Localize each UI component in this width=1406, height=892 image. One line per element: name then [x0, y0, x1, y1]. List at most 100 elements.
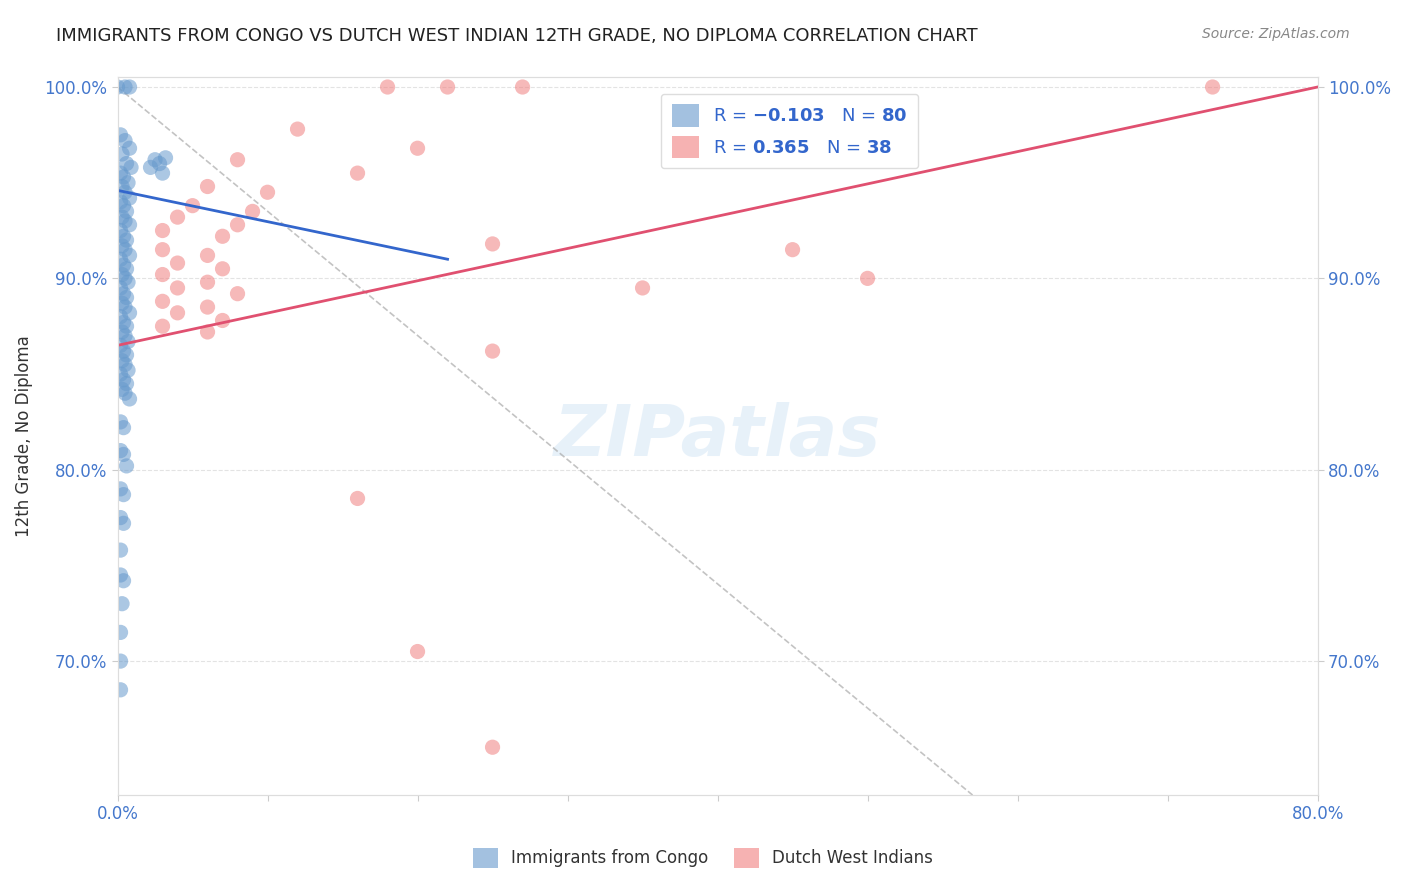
Immigrants from Congo [110, 310, 132, 324]
Dutch West Indians [197, 179, 219, 194]
Immigrants from Congo [111, 383, 134, 397]
Dutch West Indians [166, 306, 188, 320]
Dutch West Indians [166, 210, 188, 224]
Immigrants from Congo [114, 186, 136, 200]
Dutch West Indians [211, 261, 233, 276]
Immigrants from Congo [118, 141, 141, 155]
Immigrants from Congo [111, 179, 134, 194]
Immigrants from Congo [110, 510, 132, 524]
Immigrants from Congo [112, 344, 135, 359]
Immigrants from Congo [114, 214, 136, 228]
Dutch West Indians [197, 275, 219, 289]
Dutch West Indians [166, 281, 188, 295]
Immigrants from Congo [110, 223, 132, 237]
Immigrants from Congo [112, 516, 135, 531]
Immigrants from Congo [115, 319, 138, 334]
Legend: Immigrants from Congo, Dutch West Indians: Immigrants from Congo, Dutch West Indian… [467, 841, 939, 875]
Immigrants from Congo [117, 275, 139, 289]
Dutch West Indians [856, 271, 879, 285]
Immigrants from Congo [118, 248, 141, 262]
Immigrants from Congo [112, 574, 135, 588]
Dutch West Indians [346, 491, 368, 506]
Immigrants from Congo [114, 300, 136, 314]
Immigrants from Congo [110, 543, 132, 558]
Immigrants from Congo [110, 482, 132, 496]
Immigrants from Congo [111, 325, 134, 339]
Immigrants from Congo [115, 233, 138, 247]
Legend: R = $\mathbf{-0.103}$   N = $\mathbf{80}$, R = $\mathbf{0.365}$   N = $\mathbf{3: R = $\mathbf{-0.103}$ N = $\mathbf{80}$,… [661, 94, 918, 169]
Immigrants from Congo [120, 161, 142, 175]
Immigrants from Congo [110, 338, 132, 352]
Dutch West Indians [211, 229, 233, 244]
Immigrants from Congo [110, 443, 132, 458]
Immigrants from Congo [107, 80, 129, 95]
Dutch West Indians [152, 223, 174, 237]
Dutch West Indians [406, 141, 429, 155]
Immigrants from Congo [111, 353, 134, 368]
Immigrants from Congo [143, 153, 166, 167]
Immigrants from Congo [110, 367, 132, 381]
Immigrants from Congo [118, 80, 141, 95]
Dutch West Indians [782, 243, 804, 257]
Dutch West Indians [197, 300, 219, 314]
Immigrants from Congo [111, 597, 134, 611]
Immigrants from Congo [112, 229, 135, 244]
Immigrants from Congo [110, 682, 132, 697]
Immigrants from Congo [114, 386, 136, 401]
Immigrants from Congo [111, 147, 134, 161]
Immigrants from Congo [148, 156, 170, 170]
Dutch West Indians [631, 281, 654, 295]
Dutch West Indians [512, 80, 534, 95]
Dutch West Indians [242, 204, 264, 219]
Dutch West Indians [481, 740, 503, 755]
Immigrants from Congo [110, 128, 132, 142]
Immigrants from Congo [118, 218, 141, 232]
Immigrants from Congo [152, 166, 174, 180]
Immigrants from Congo [118, 392, 141, 406]
Dutch West Indians [152, 294, 174, 309]
Immigrants from Congo [110, 281, 132, 295]
Immigrants from Congo [110, 625, 132, 640]
Dutch West Indians [152, 268, 174, 282]
Immigrants from Congo [115, 261, 138, 276]
Immigrants from Congo [117, 176, 139, 190]
Immigrants from Congo [110, 415, 132, 429]
Immigrants from Congo [112, 488, 135, 502]
Immigrants from Congo [112, 373, 135, 387]
Immigrants from Congo [114, 80, 136, 95]
Dutch West Indians [152, 243, 174, 257]
Immigrants from Congo [115, 458, 138, 473]
Dutch West Indians [226, 286, 249, 301]
Immigrants from Congo [111, 239, 134, 253]
Immigrants from Congo [115, 291, 138, 305]
Dutch West Indians [406, 644, 429, 658]
Dutch West Indians [287, 122, 309, 136]
Immigrants from Congo [110, 252, 132, 267]
Immigrants from Congo [114, 271, 136, 285]
Dutch West Indians [346, 166, 368, 180]
Immigrants from Congo [112, 199, 135, 213]
Dutch West Indians [226, 153, 249, 167]
Immigrants from Congo [115, 376, 138, 391]
Immigrants from Congo [112, 286, 135, 301]
Immigrants from Congo [111, 296, 134, 310]
Immigrants from Congo [118, 191, 141, 205]
Dutch West Indians [436, 80, 458, 95]
Immigrants from Congo [110, 568, 132, 582]
Immigrants from Congo [115, 348, 138, 362]
Immigrants from Congo [112, 447, 135, 461]
Immigrants from Congo [117, 363, 139, 377]
Immigrants from Congo [114, 243, 136, 257]
Immigrants from Congo [111, 268, 134, 282]
Immigrants from Congo [110, 654, 132, 668]
Immigrants from Congo [155, 151, 177, 165]
Y-axis label: 12th Grade, No Diploma: 12th Grade, No Diploma [15, 335, 32, 537]
Text: Source: ZipAtlas.com: Source: ZipAtlas.com [1202, 27, 1350, 41]
Immigrants from Congo [117, 334, 139, 349]
Immigrants from Congo [114, 358, 136, 372]
Text: IMMIGRANTS FROM CONGO VS DUTCH WEST INDIAN 12TH GRADE, NO DIPLOMA CORRELATION CH: IMMIGRANTS FROM CONGO VS DUTCH WEST INDI… [56, 27, 977, 45]
Immigrants from Congo [112, 258, 135, 272]
Immigrants from Congo [112, 169, 135, 184]
Immigrants from Congo [110, 194, 132, 209]
Text: ZIPatlas: ZIPatlas [554, 401, 882, 471]
